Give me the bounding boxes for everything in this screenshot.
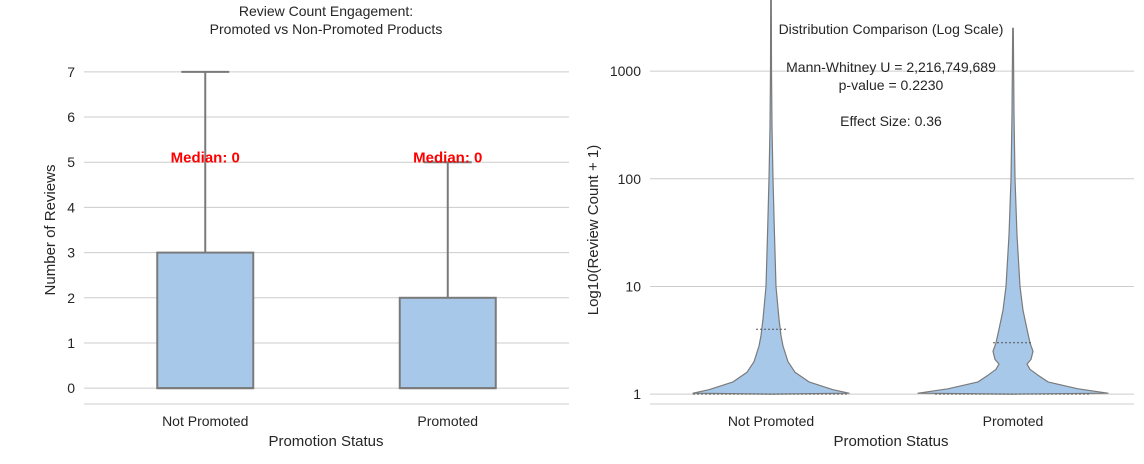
boxes bbox=[156, 70, 497, 390]
y-tick-label: 0 bbox=[67, 380, 75, 396]
y-tick-label: 100 bbox=[618, 171, 642, 187]
violin-promoted bbox=[917, 27, 1109, 395]
stats-line: Effect Size: 0.36 bbox=[840, 113, 942, 129]
iqr-box bbox=[398, 296, 497, 390]
y-tick-label: 10 bbox=[625, 278, 641, 294]
y-tick-label: 6 bbox=[67, 109, 75, 125]
violins bbox=[692, 0, 1109, 395]
x-axis-label: Promotion Status bbox=[833, 433, 948, 450]
x-tick-label: Promoted bbox=[983, 413, 1044, 429]
x-tick-label: Promoted bbox=[417, 413, 478, 429]
median-annotation: Median: 0 bbox=[171, 150, 240, 167]
violin-body bbox=[917, 27, 1109, 395]
x-tick-labels: Not Promoted Promoted bbox=[728, 413, 1044, 429]
violin-body bbox=[692, 0, 850, 395]
x-tick-label: Not Promoted bbox=[162, 413, 248, 429]
y-axis-label: Number of Reviews bbox=[42, 165, 59, 296]
x-tick-labels: Not Promoted Promoted bbox=[162, 413, 478, 429]
chart-title-line-1: Review Count Engagement: bbox=[239, 3, 413, 19]
chart-title-line-2: Promoted vs Non-Promoted Products bbox=[210, 21, 443, 37]
stats-annotation: Mann-Whitney U = 2,216,749,689 p-value = … bbox=[786, 59, 996, 129]
y-tick-label: 5 bbox=[67, 154, 75, 170]
y-tick-label: 3 bbox=[67, 245, 75, 261]
y-tick-label: 1 bbox=[67, 335, 75, 351]
violin-plot-panel: Distribution Comparison (Log Scale) 1101… bbox=[585, 0, 1134, 450]
y-tick-label: 1000 bbox=[610, 63, 641, 79]
iqr-box bbox=[156, 251, 255, 390]
violin-not-promoted bbox=[692, 0, 850, 395]
chart-title: Distribution Comparison (Log Scale) bbox=[779, 21, 1004, 37]
y-tick-label: 4 bbox=[67, 199, 75, 215]
box-promoted bbox=[398, 161, 497, 390]
box-not-promoted bbox=[156, 70, 255, 390]
y-tick-label: 1 bbox=[633, 386, 641, 402]
y-tick-label: 2 bbox=[67, 290, 75, 306]
y-tick-labels: 0 1 2 3 4 5 6 7 bbox=[67, 64, 75, 396]
x-axis-label: Promotion Status bbox=[268, 433, 383, 450]
median-annotations: Median: 0 Median: 0 bbox=[171, 150, 483, 167]
box-plot-panel: Review Count Engagement: Promoted vs Non… bbox=[42, 3, 569, 450]
median-annotation: Median: 0 bbox=[413, 150, 482, 167]
y-tick-label: 7 bbox=[67, 64, 75, 80]
x-tick-label: Not Promoted bbox=[728, 413, 814, 429]
stats-line: p-value = 0.2230 bbox=[839, 77, 944, 93]
stats-line: Mann-Whitney U = 2,216,749,689 bbox=[786, 59, 996, 75]
y-tick-labels: 1 10 100 1000 bbox=[610, 63, 641, 402]
y-axis-label: Log10(Review Count + 1) bbox=[585, 145, 602, 316]
